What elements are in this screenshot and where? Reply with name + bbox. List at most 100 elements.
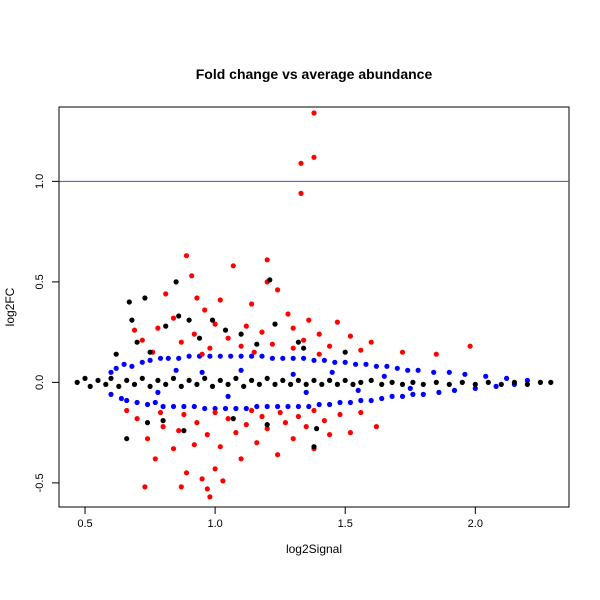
data-point	[446, 381, 452, 387]
data-point	[212, 466, 218, 472]
data-point	[524, 377, 531, 383]
data-point	[181, 411, 187, 418]
data-point	[202, 307, 208, 313]
data-point	[285, 403, 291, 410]
data-point	[113, 351, 119, 357]
data-point	[301, 345, 307, 351]
data-point	[249, 353, 255, 359]
data-point	[196, 335, 203, 341]
data-point	[483, 373, 489, 379]
data-point	[327, 432, 333, 438]
data-point	[152, 456, 158, 462]
data-point	[472, 381, 478, 387]
y-tick-label: -0.5	[34, 473, 46, 492]
data-point	[329, 369, 335, 375]
data-point	[155, 325, 161, 331]
data-point	[537, 379, 544, 385]
data-point	[446, 369, 452, 375]
data-point	[170, 375, 177, 381]
data-point	[183, 470, 190, 476]
data-point	[321, 418, 327, 424]
data-point	[511, 379, 517, 385]
data-point	[384, 363, 390, 369]
data-point	[207, 494, 213, 500]
data-point	[337, 411, 343, 418]
data-point	[241, 383, 247, 389]
data-point	[319, 381, 325, 387]
data-point	[373, 424, 379, 430]
data-point	[290, 436, 296, 442]
data-point	[405, 367, 411, 373]
data-point	[238, 367, 244, 373]
data-point	[147, 357, 153, 363]
data-point	[228, 353, 234, 359]
data-point	[202, 405, 208, 412]
data-point	[163, 291, 169, 297]
data-point	[181, 403, 187, 410]
data-point	[259, 353, 265, 359]
data-point	[254, 403, 260, 410]
data-point	[347, 430, 353, 436]
data-point	[238, 331, 244, 337]
data-point	[436, 389, 442, 395]
data-point	[264, 426, 270, 432]
data-point	[191, 403, 197, 410]
data-point	[157, 355, 164, 361]
data-point	[524, 381, 531, 387]
data-point	[116, 383, 122, 389]
data-point	[165, 355, 171, 361]
data-point	[394, 365, 400, 371]
data-point	[264, 257, 270, 263]
data-point	[389, 379, 395, 385]
y-tick-label: 1.0	[34, 174, 46, 189]
x-tick-label: 1.5	[338, 518, 353, 530]
data-point	[407, 385, 413, 391]
data-point	[139, 375, 145, 381]
data-point	[124, 436, 130, 442]
data-point	[147, 349, 153, 355]
data-point	[251, 349, 257, 355]
data-point	[129, 317, 135, 323]
y-axis: -0.5 0.0 0.5 1.0	[34, 174, 60, 492]
data-point	[472, 385, 478, 391]
data-point	[327, 343, 333, 349]
data-point	[269, 355, 275, 361]
data-point	[280, 377, 286, 383]
data-point	[204, 486, 210, 492]
data-points-layer	[74, 110, 554, 500]
data-point	[124, 397, 130, 404]
data-point	[295, 377, 301, 383]
data-point	[280, 355, 286, 361]
data-point	[368, 397, 374, 404]
data-point	[191, 331, 197, 337]
data-point	[311, 357, 317, 363]
data-point	[399, 349, 406, 355]
data-point	[290, 345, 296, 351]
data-point	[126, 299, 132, 305]
data-point	[163, 323, 169, 329]
data-point	[243, 422, 249, 428]
data-point	[301, 355, 307, 361]
data-point	[194, 295, 200, 301]
data-point	[186, 317, 192, 323]
data-point	[134, 399, 140, 406]
data-point	[249, 377, 255, 383]
data-point	[301, 337, 307, 343]
data-point	[186, 377, 192, 383]
data-point	[199, 369, 205, 375]
data-point	[181, 428, 187, 434]
data-point	[134, 416, 140, 422]
data-point	[87, 383, 93, 389]
data-point	[275, 403, 281, 410]
data-point	[225, 335, 231, 341]
data-point	[311, 154, 317, 160]
data-point	[147, 383, 153, 389]
data-point	[163, 381, 169, 387]
data-point	[311, 444, 317, 450]
data-point	[275, 452, 281, 458]
data-point	[178, 339, 184, 345]
data-point	[131, 327, 138, 333]
data-point	[420, 391, 426, 397]
data-point	[504, 375, 510, 381]
data-point	[254, 440, 260, 446]
